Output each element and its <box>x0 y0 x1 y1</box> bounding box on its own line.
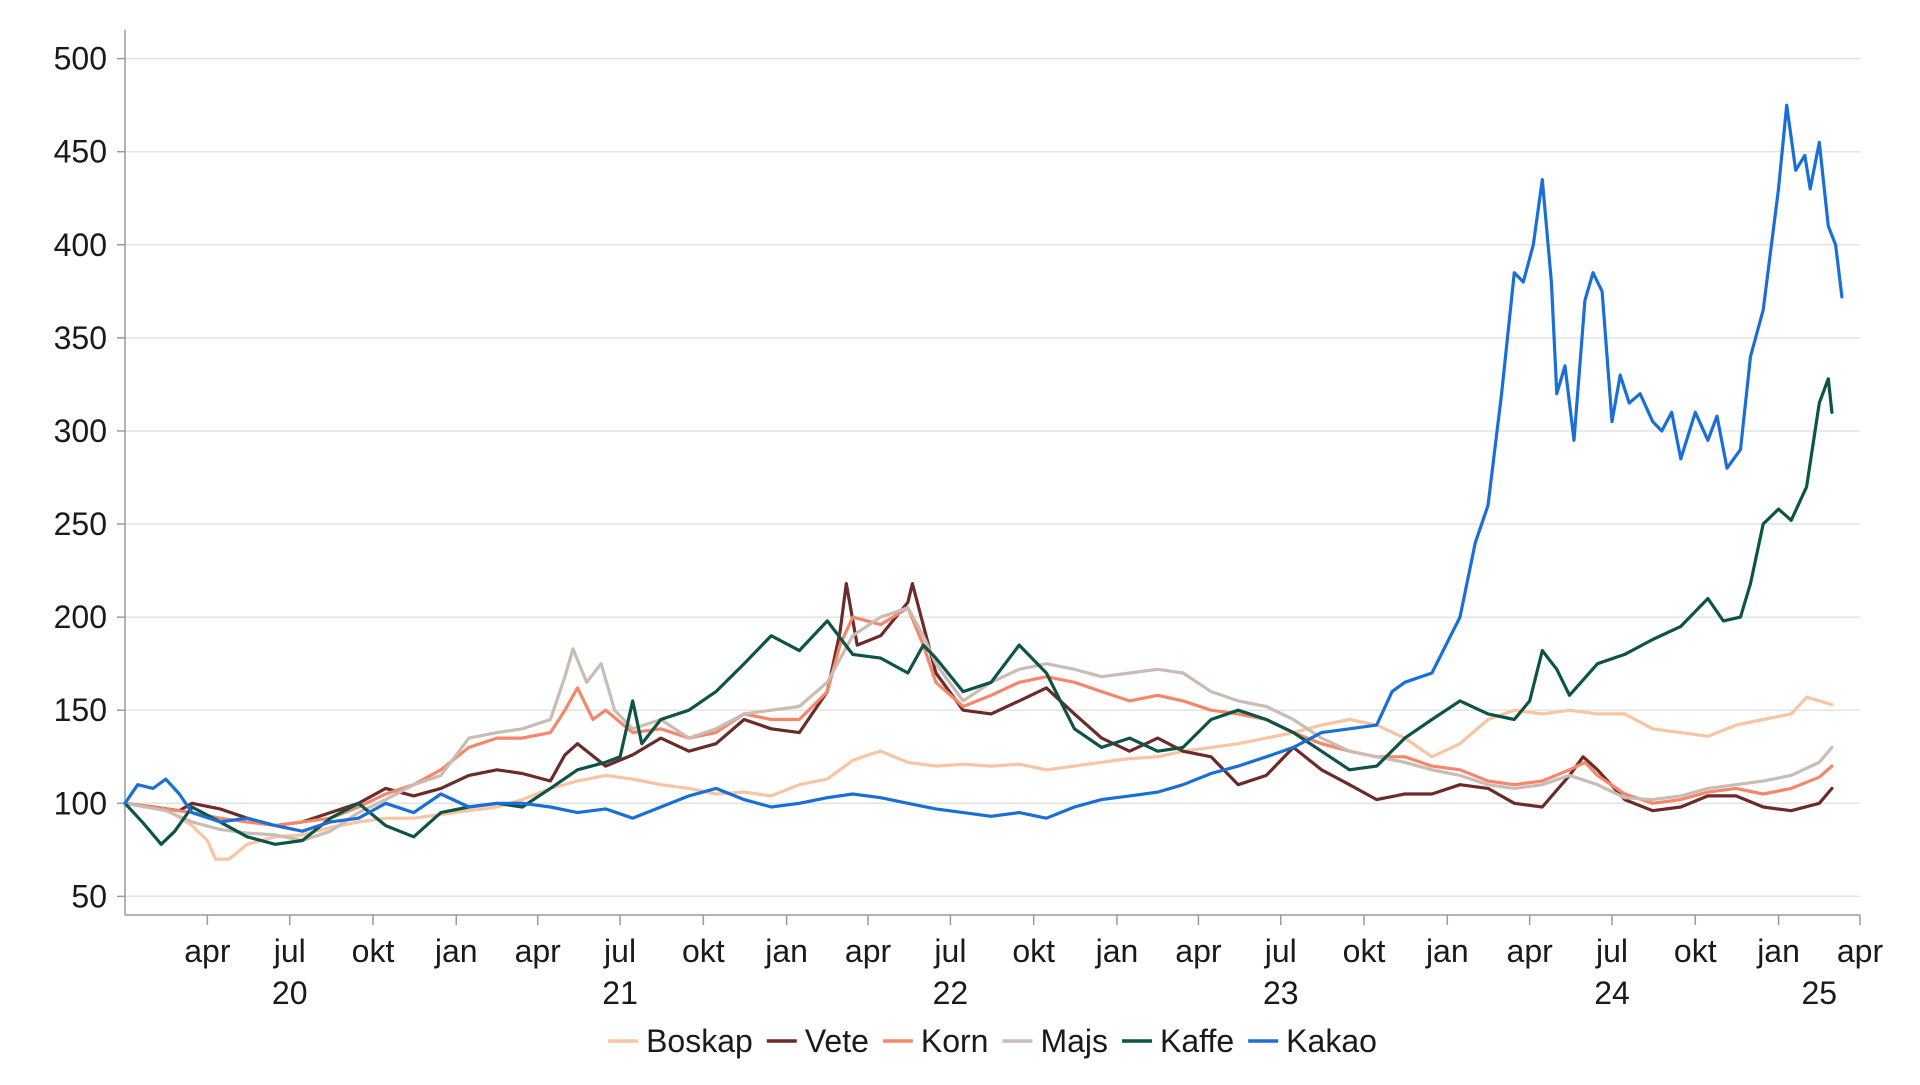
series-lines <box>123 103 1844 861</box>
legend-label-boskap: Boskap <box>646 1023 753 1059</box>
x-tick-label: okt <box>1012 933 1055 969</box>
x-tick-label: okt <box>352 933 395 969</box>
x-tick-label: jan <box>1425 933 1469 969</box>
x-tick-label: jul <box>273 933 306 969</box>
legend-label-majs: Majs <box>1040 1023 1108 1059</box>
x-tick-label: apr <box>1175 933 1222 969</box>
series-line-vete <box>123 582 1834 828</box>
legend-label-kakao: Kakao <box>1286 1023 1377 1059</box>
x-tick-label: jul <box>603 933 636 969</box>
y-tick-label: 50 <box>71 878 107 914</box>
x-year-label: 24 <box>1594 975 1630 1011</box>
series-line-majs <box>123 606 1834 843</box>
x-tick-label: jul <box>1595 933 1628 969</box>
series-line-boskap <box>123 695 1834 861</box>
x-year-label: 25 <box>1801 975 1837 1011</box>
x-tick-label: jan <box>434 933 478 969</box>
x-tick-label: okt <box>1343 933 1386 969</box>
x-tick-label: apr <box>1837 933 1884 969</box>
legend: Boskap Vete Korn Majs Kaffe Kakao <box>608 1023 1377 1059</box>
y-tick-label: 100 <box>54 785 107 821</box>
x-tick-label: okt <box>682 933 725 969</box>
y-tick-label: 350 <box>54 320 107 356</box>
series-line-kaffe <box>123 377 1834 846</box>
y-tick-label: 200 <box>54 599 107 635</box>
x-tick-label: apr <box>515 933 562 969</box>
legend-label-kaffe: Kaffe <box>1160 1023 1234 1059</box>
y-tick-label: 400 <box>54 227 107 263</box>
x-tick-label: apr <box>1507 933 1554 969</box>
gridlines <box>125 57 1860 898</box>
x-tick-label: jan <box>1095 933 1139 969</box>
series-line-kakao <box>123 103 1844 833</box>
x-tick-label: apr <box>845 933 892 969</box>
x-year-label: 23 <box>1263 975 1299 1011</box>
x-year-label: 21 <box>602 975 638 1011</box>
y-tick-label: 150 <box>54 692 107 728</box>
x-tick-label: jan <box>764 933 808 969</box>
x-tick-label: okt <box>1674 933 1717 969</box>
x-year-label: 20 <box>272 975 308 1011</box>
y-tick-label: 450 <box>54 134 107 170</box>
series-line-korn <box>123 606 1834 828</box>
x-tick-label: jul <box>1264 933 1297 969</box>
y-tick-label: 300 <box>54 413 107 449</box>
x-tick-label: jan <box>1756 933 1800 969</box>
legend-label-korn: Korn <box>921 1023 989 1059</box>
x-tick-label: jul <box>933 933 966 969</box>
axes: 50 100 150 200 250 300 350 400 450 500 apr jul okt ja… <box>54 30 1884 1011</box>
x-tick-label: apr <box>184 933 231 969</box>
x-year-label: 22 <box>933 975 969 1011</box>
y-tick-label: 500 <box>54 41 107 77</box>
legend-label-vete: Vete <box>805 1023 869 1059</box>
y-tick-label: 250 <box>54 506 107 542</box>
